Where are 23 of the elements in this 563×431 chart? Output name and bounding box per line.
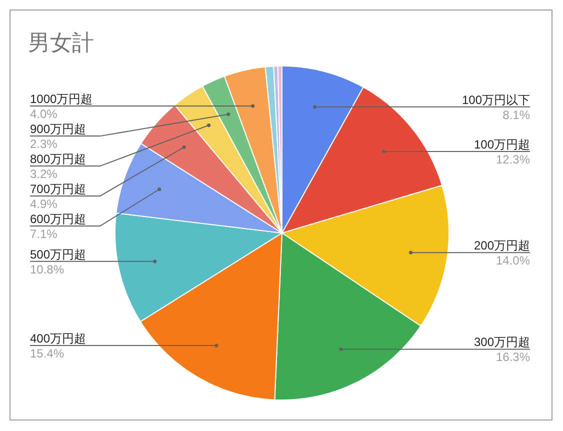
slice-label: 400万円超: [30, 332, 86, 346]
data-label: 7.1%: [30, 227, 58, 242]
slice-label: 900万円超: [30, 122, 86, 136]
slice-label: 300万円超: [474, 335, 530, 350]
data-label: 4.0%: [30, 107, 58, 122]
data-label: 8.1%: [502, 108, 530, 122]
data-label: 12.3%: [496, 152, 530, 167]
slice-label: 600万円超: [30, 212, 86, 226]
chart-title: 男女計: [28, 30, 94, 55]
slice-label: 700万円超: [30, 182, 86, 196]
slice-label: 500万円超: [30, 247, 86, 262]
slice-label: 100万円以下: [462, 92, 530, 107]
slice-label: 200万円超: [474, 238, 530, 253]
data-label: 3.2%: [30, 167, 58, 182]
slice-label: 1000万円超: [30, 92, 93, 106]
data-label: 15.4%: [30, 346, 64, 361]
data-label: 4.9%: [30, 197, 58, 212]
slice-label: 800万円超: [30, 152, 86, 166]
data-label: 14.0%: [496, 254, 530, 268]
slice-label: 100万円超: [474, 138, 530, 152]
data-label: 2.3%: [30, 137, 58, 152]
data-label: 10.8%: [30, 262, 64, 276]
data-label: 16.3%: [496, 350, 530, 364]
